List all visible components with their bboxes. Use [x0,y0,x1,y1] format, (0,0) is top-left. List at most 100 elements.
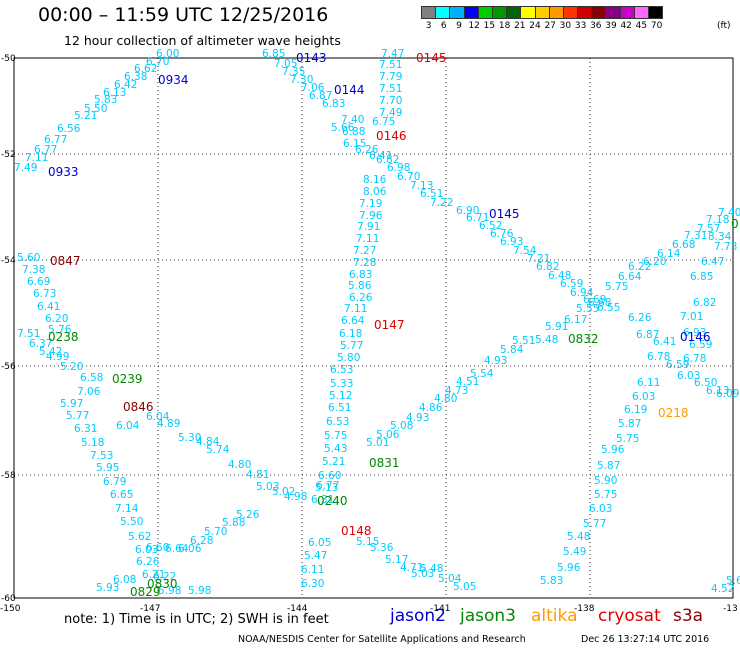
wave-height-value: 6.51 [420,188,443,200]
wave-height-value: 7.73 [714,241,737,253]
wave-height-value: 5.96 [557,562,581,574]
wave-height-value: 7.27 [353,245,376,257]
wave-height-value: 4.93 [406,412,429,424]
satellite-legend-s3a: s3a [673,606,704,626]
wave-height-value: 5.48 [535,334,558,346]
wave-height-value: 4.81 [246,469,269,481]
wave-height-value: 6.03 [677,370,700,382]
wave-height-value: 7.40 [341,114,364,126]
wave-height-value: 6.14 [657,248,681,260]
wave-height-value: 7.19 [359,198,382,210]
wave-height-value: 5.87 [597,460,620,472]
lon-label: -150 [0,604,21,614]
pass-time-label: 0829 [130,585,161,599]
wave-height-value: 5.20 [60,361,83,373]
wave-height-value: 6.59 [666,359,689,371]
wave-height-value: 5.33 [330,378,353,390]
wave-height-value: 6.51 [328,402,351,414]
wave-height-value: 5.18 [81,437,104,449]
wave-height-value: 5.75 [616,433,639,445]
wave-height-value: 5.77 [66,410,89,422]
wave-height-value: 8.16 [363,174,387,186]
pass-time-label: 0218 [658,406,689,420]
wave-height-value: 6.18 [339,328,362,340]
wave-height-value: 6.37 [29,338,52,350]
wave-height-value: 7.22 [430,197,453,209]
wave-height-value: 6.64 [618,271,642,283]
wave-height-value: 5.76 [48,324,72,336]
wave-height-value: 5.75 [605,281,628,293]
lat-label: -56 [1,362,16,372]
wave-height-value: 4.99 [46,351,69,363]
lat-label: -54 [1,256,16,266]
wave-height-value: 5.88 [222,517,245,529]
pass-time-label: 0144 [334,83,365,97]
wave-height-value: 5.66 [331,122,355,134]
wave-height-value: 5.08 [390,420,413,432]
wave-height-value: 6.28 [190,535,213,547]
wave-height-value: 6.60 [146,542,169,554]
legend-value: 36 [590,21,602,31]
wave-height-value: 5.70 [204,526,227,538]
pass-time-label: 0148 [341,524,372,538]
wave-height-value: 5.47 [304,550,327,562]
wave-height-value: 7.51 [17,328,40,340]
wave-height-value: 6.76 [490,228,514,240]
legend-value: 3 [425,21,432,31]
wave-height-value: 5.86 [348,280,372,292]
wave-height-value: 5.50 [120,516,143,528]
wave-height-value: 7.49 [379,107,402,119]
wave-height-value: 5.6 [726,575,740,587]
color-legend [421,6,664,19]
wave-height-value: 6.65 [110,489,133,501]
wave-height-value: 5.05 [453,581,476,593]
wave-height-value: 7.51 [379,59,402,71]
wave-height-value: 7.21 [527,253,550,265]
wave-height-value: 5.75 [594,489,617,501]
wave-height-value: 5.77 [340,340,363,352]
wave-height-value: 5.90 [594,475,617,487]
wave-height-value: 7.40 [718,207,740,219]
wave-height-value: 5.30 [178,432,201,444]
legend-swatch [648,6,664,19]
wave-height-value: 6.11 [301,564,324,576]
wave-height-value: 6.50 [694,377,717,389]
pass-time-label: 0933 [48,165,79,179]
wave-height-value: 5.21 [74,110,97,122]
wave-height-value: 6.03 [632,391,655,403]
legend-value: 21 [514,21,526,31]
wave-height-value: 6.17 [564,314,587,326]
wave-height-value: 5.97 [60,398,83,410]
wave-height-value: 6.58 [80,372,103,384]
wave-height-value: 5.93 [96,582,119,594]
wave-height-value: 6.64 [341,315,365,327]
wave-height-value: 5.77 [583,518,606,530]
credit-line: NOAA/NESDIS Center for Satellite Applica… [238,634,526,645]
wave-height-value: 6.53 [326,416,349,428]
wave-height-value: 5.98 [188,585,211,597]
wave-height-value: 6.70 [146,56,169,68]
wave-height-value: 5.01 [366,437,389,449]
wave-height-value: 6.68 [588,297,611,309]
wave-height-value: 6.85 [690,271,713,283]
page-subtitle: 12 hour collection of altimeter wave hei… [64,33,341,48]
wave-height-value: 6.11 [637,377,660,389]
wave-height-value: 6.05 [308,537,331,549]
wave-height-value: 6.55 [597,302,620,314]
legend-value: 24 [529,21,541,31]
wave-height-value: 6.42 [114,79,137,91]
wave-height-value: 6.26 [628,312,652,324]
wave-height-value: 6.64 [165,543,189,555]
legend-value: 70 [650,21,663,31]
wave-height-value: 5.26 [236,509,260,521]
wave-height-value: 7.05 [274,58,297,70]
wave-height-value: 6.82 [376,154,399,166]
wave-height-value: 6.78 [647,351,670,363]
wave-height-value: 8.34 [708,231,732,243]
wave-height-value: 6.22 [153,571,176,583]
wave-height-value: 5.03 [256,481,279,493]
wave-height-value: 6.47 [701,256,724,268]
wave-height-value: 5.03 [411,568,434,580]
wave-height-value: 5.49 [563,546,586,558]
